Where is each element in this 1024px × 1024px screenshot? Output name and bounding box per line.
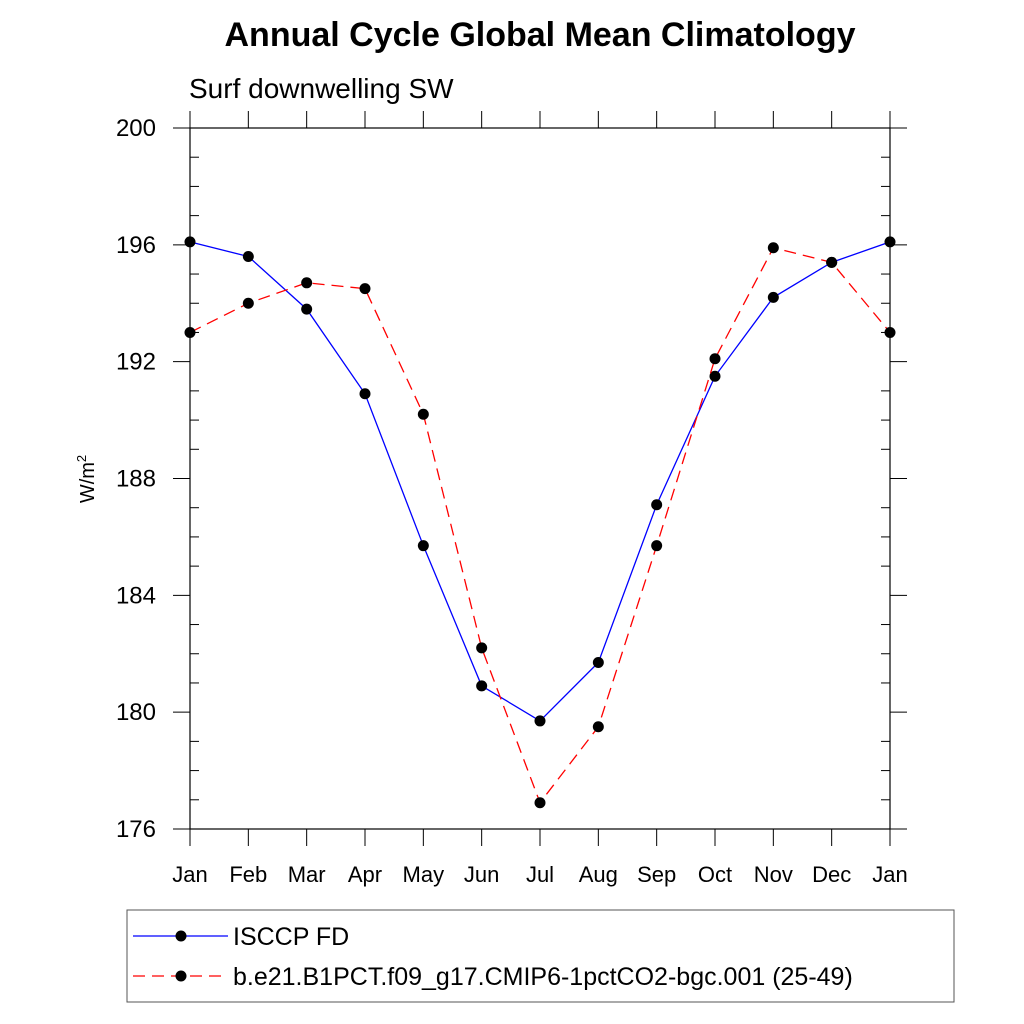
x-tick-label: Oct [698, 862, 732, 887]
series-1-point [184, 236, 196, 248]
chart-subtitle: Surf downwelling SW [189, 73, 454, 104]
x-tick-label: Jan [172, 862, 207, 887]
series-1-point [242, 251, 254, 263]
series-1-point [651, 499, 663, 511]
x-tick-label: Aug [579, 862, 618, 887]
y-tick-label: 184 [116, 582, 156, 609]
series-2-point [592, 721, 604, 733]
y-axis-label-text: W/m [77, 462, 99, 503]
series-2-point [359, 283, 371, 295]
legend-label-2: b.e21.B1PCT.f09_g17.CMIP6-1pctCO2-bgc.00… [233, 963, 853, 991]
y-axis-label: W/m2 [74, 455, 99, 503]
series-1-point [884, 236, 896, 248]
series-2-point [242, 297, 254, 309]
series-2-point [476, 642, 488, 654]
y-tick-label: 196 [116, 232, 156, 259]
series-2-point [651, 540, 663, 552]
legend-marker-2 [175, 970, 187, 982]
legend-box [126, 909, 955, 1003]
series-2-point [709, 353, 721, 365]
series-1-point [534, 715, 546, 727]
x-tick-label: Jun [464, 862, 499, 887]
series-2-point [534, 797, 546, 809]
x-tick-label: Sep [637, 862, 676, 887]
series-line-1 [189, 241, 891, 722]
x-tick-label: Feb [229, 862, 267, 887]
legend-label-1: ISCCP FD [233, 923, 349, 951]
legend-marker-1 [175, 930, 187, 942]
y-tick-label: 180 [116, 699, 156, 726]
series-2-point [417, 408, 429, 420]
x-tick-label: May [403, 862, 445, 887]
x-tick-label: Dec [812, 862, 851, 887]
series-1-point [359, 388, 371, 400]
series-1-point [417, 540, 429, 552]
x-tick-label: Mar [288, 862, 326, 887]
y-tick-label: 176 [116, 816, 156, 843]
series-2-point [767, 242, 779, 254]
series-2-point [884, 326, 896, 338]
legend: ISCCP FD b.e21.B1PCT.f09_g17.CMIP6-1pctCO… [126, 909, 955, 1003]
x-tick-label: Apr [348, 862, 382, 887]
y-axis-label-superscript: 2 [74, 455, 89, 462]
series-2-point [826, 256, 838, 268]
series-2-point [301, 277, 313, 289]
series-2-point [184, 326, 196, 338]
y-tick-label: 200 [116, 115, 156, 142]
series-1-point [767, 291, 779, 303]
chart-title: Annual Cycle Global Mean Climatology [225, 16, 856, 54]
plot-area: Jan Feb Mar Apr May Jun Jul Aug Sep Oct Nov Dec Jan 1… [116, 111, 908, 887]
y-tick-label: 192 [116, 349, 156, 376]
series-1-point [592, 657, 604, 669]
series-1-point [709, 370, 721, 382]
x-tick-label: Jul [526, 862, 554, 887]
y-tick-label: 188 [116, 466, 156, 493]
x-tick-label: Jan [872, 862, 907, 887]
x-tick-label: Nov [754, 862, 793, 887]
svg-text:W/m2: W/m2 [74, 455, 99, 503]
series-1-point [301, 303, 313, 315]
series-1-point [476, 680, 488, 692]
